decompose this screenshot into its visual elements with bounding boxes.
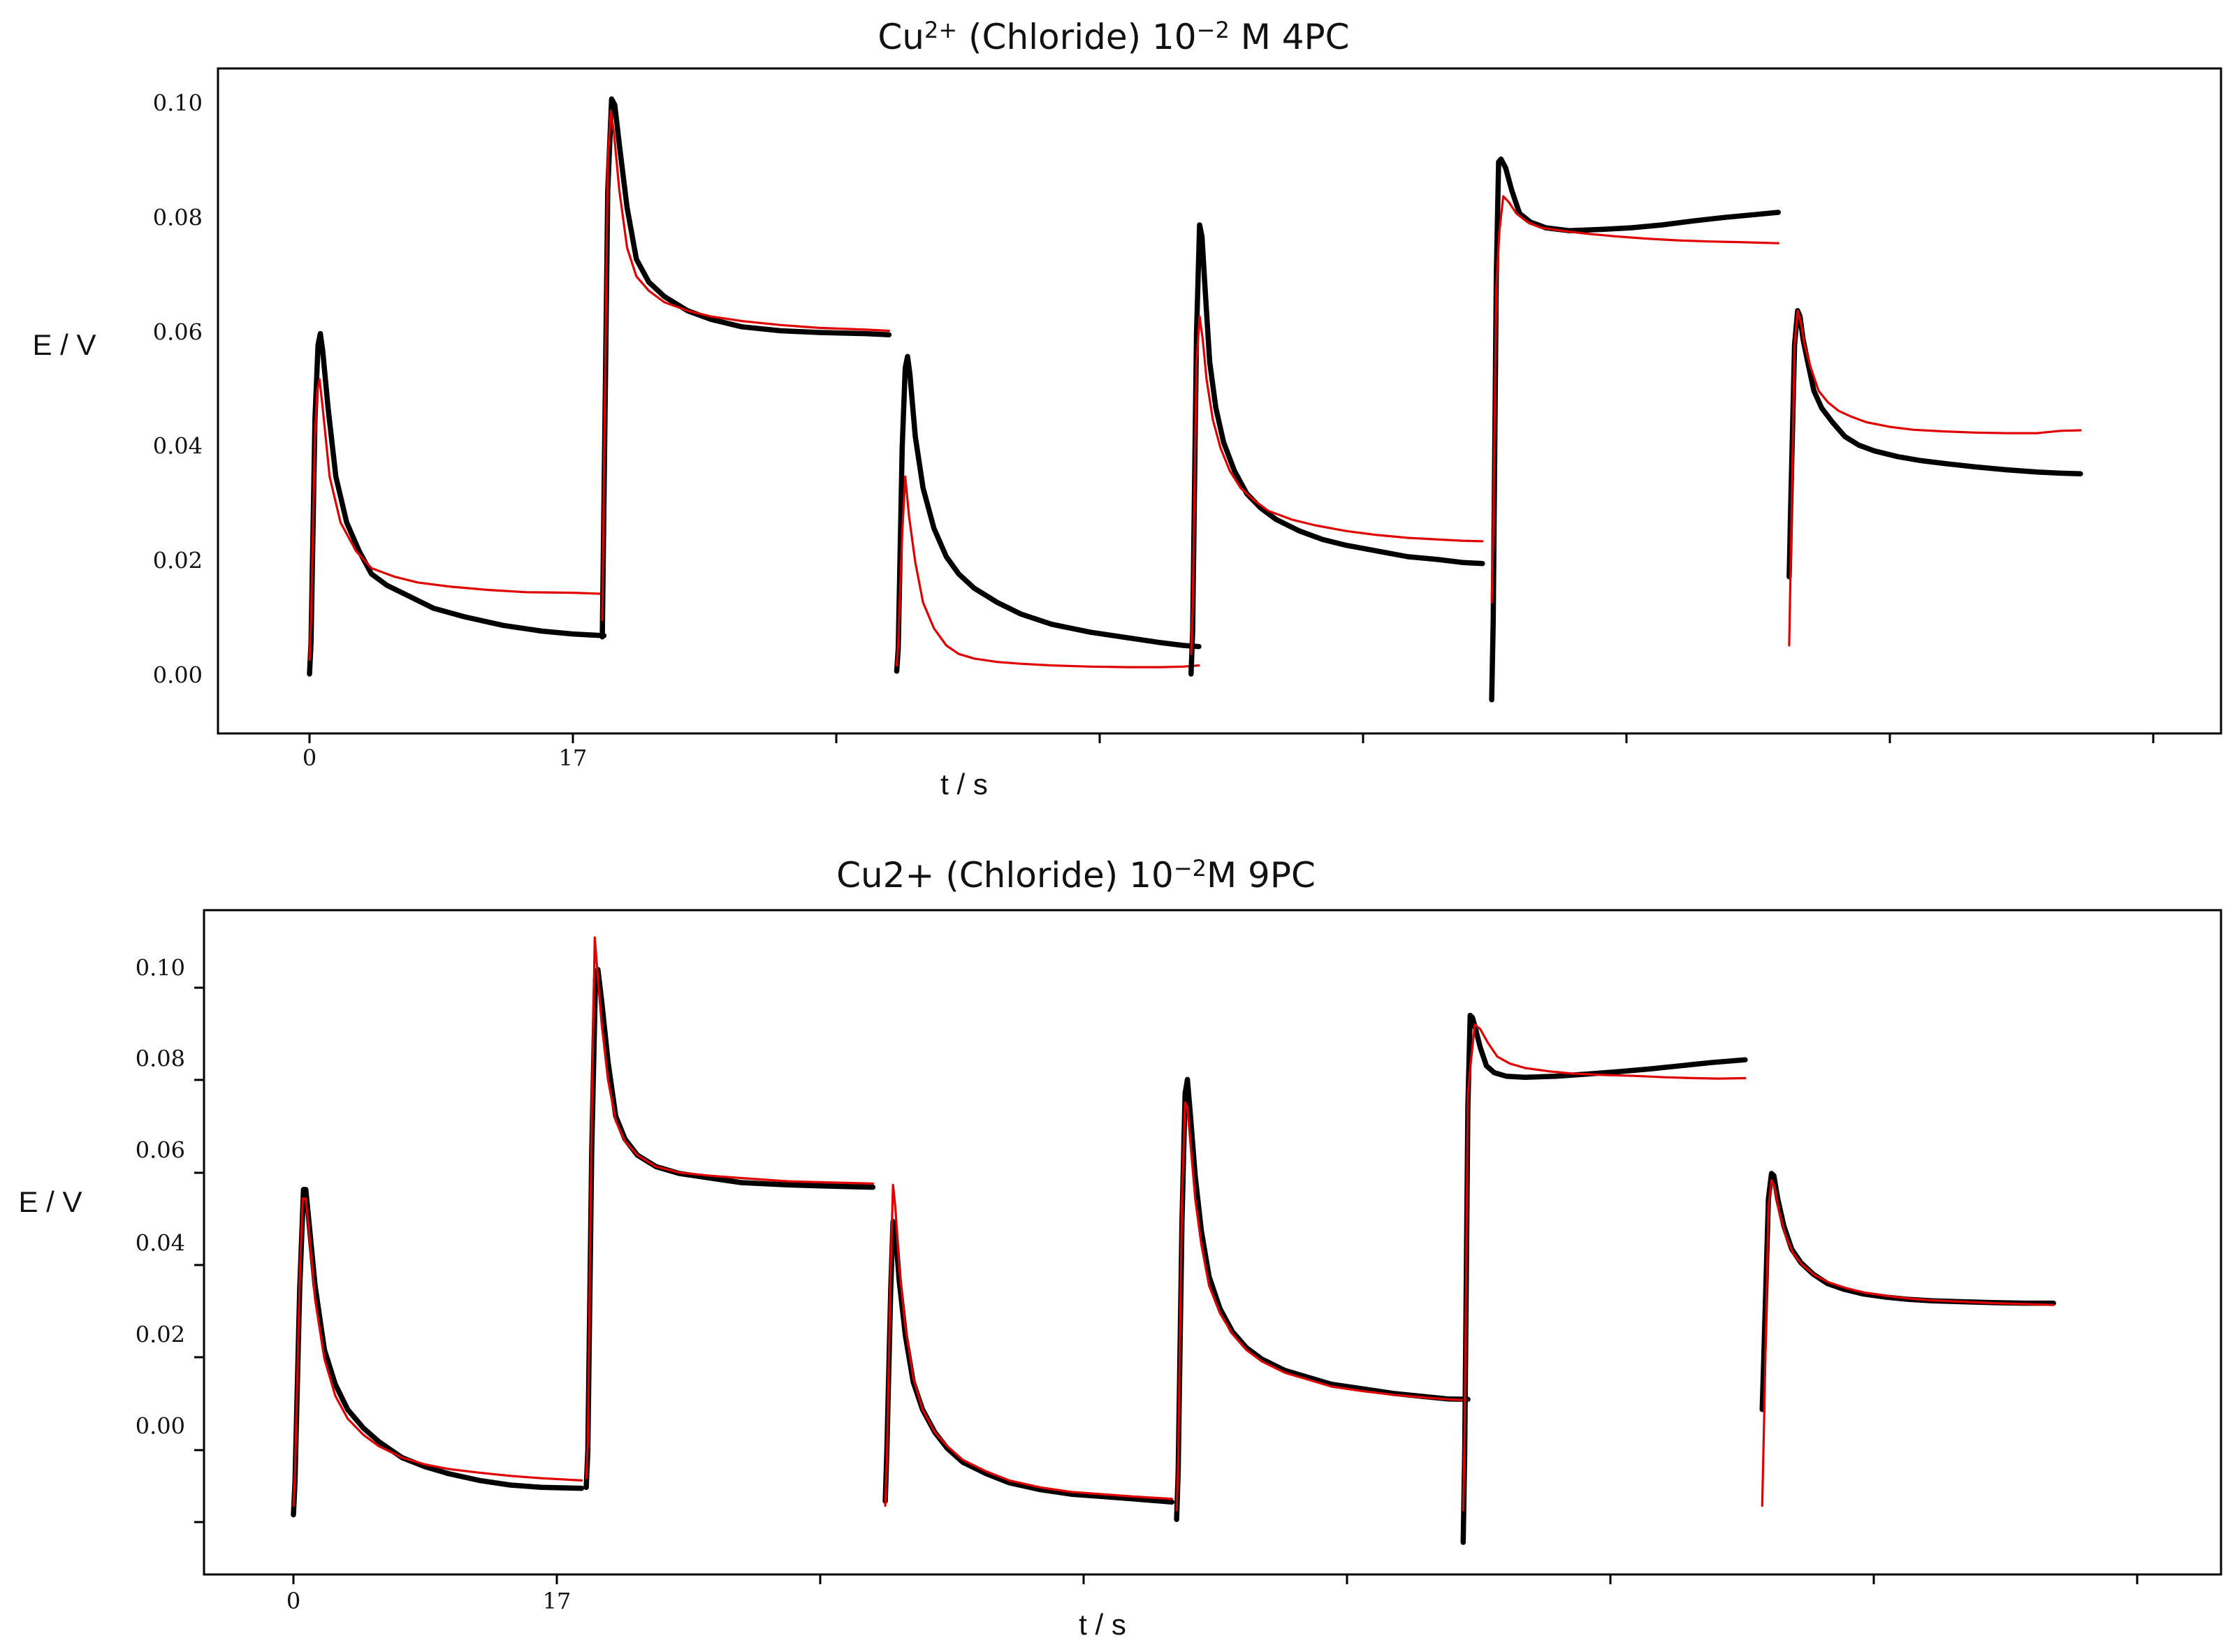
experimental-curve-segment-6 [1759, 1171, 2056, 1412]
experimental-curve-segment-5 [1460, 1012, 1748, 1545]
fit-curve-segment-4 [1175, 1101, 1469, 1512]
fit-curve-segment-3 [884, 1183, 1173, 1507]
y-axis-ticks: 0.00 0.02 0.04 0.06 0.08 0.10 [136, 955, 185, 1440]
y-axis-label: E / V [32, 328, 96, 361]
experimental-curve-segment-4 [1174, 1076, 1471, 1522]
y-tick-label: 0.06 [153, 319, 203, 346]
y-axis-label: E / V [18, 1185, 82, 1218]
experimental-curve-segment-4 [1188, 222, 1485, 677]
chart-title: Cu2+ (Chloride) 10−2M 9PC [836, 855, 1316, 896]
fit-curve-segment-2 [585, 936, 874, 1479]
plot-frame [203, 909, 2222, 1576]
y-tick-label: 0.08 [153, 205, 203, 231]
x-axis-label: t / s [1079, 1608, 1126, 1641]
y-tick-label: 0.06 [136, 1137, 185, 1164]
fit-curve-segment-5 [1462, 1023, 1747, 1512]
y-axis-ticks: 0.00 0.02 0.04 0.06 0.08 0.10 [153, 90, 203, 689]
y-axis-tick-marks [194, 986, 204, 1523]
chart-title: Cu2+ (Chloride) 10−2 M 4PC [878, 17, 1349, 57]
y-tick-label: 0.02 [153, 548, 203, 574]
fit-curve-segment-2 [601, 109, 890, 621]
y-tick-label: 0.02 [136, 1322, 185, 1348]
y-tick-label: 0.08 [136, 1046, 185, 1072]
y-tick-label: 0.04 [153, 433, 203, 460]
fit-curve-segment-1 [308, 378, 605, 661]
y-tick-label: 0.04 [136, 1230, 185, 1257]
experimental-curve-segment-3 [894, 353, 1202, 674]
experimental-curve-segment-5 [1489, 156, 1782, 703]
experimental-curve-segment-3 [882, 1219, 1175, 1505]
fit-curve-segment-4 [1190, 315, 1484, 655]
y-tick-label: 0.10 [153, 90, 203, 117]
x-tick-label: 0 [286, 1588, 300, 1614]
x-tick-label: 0 [303, 745, 316, 771]
chart-panel-4pc: Cu2+ (Chloride) 10−2 M 4PC 0.00 0.02 0.0… [32, 17, 2222, 801]
fit-curve-segment-5 [1490, 195, 1779, 604]
fit-curve-segment-1 [292, 1197, 583, 1507]
x-tick-label: 17 [559, 745, 588, 771]
fit-curve-segment-6 [1788, 309, 2082, 647]
y-tick-label: 0.00 [136, 1413, 185, 1440]
y-tick-label: 0.10 [136, 955, 185, 981]
x-axis-label: t / s [940, 768, 988, 801]
y-tick-label: 0.00 [153, 662, 203, 689]
fit-curve-segment-6 [1761, 1179, 2055, 1507]
x-axis-tick-marks [308, 733, 2155, 743]
experimental-curve-segment-2 [583, 967, 876, 1491]
experimental-curve-segment-1 [307, 330, 607, 677]
plot-frame [217, 67, 2222, 735]
x-axis-tick-marks [292, 1574, 2139, 1584]
experimental-curve-segment-1 [291, 1187, 585, 1518]
experimental-curve-segment-6 [1786, 308, 2083, 580]
x-tick-label: 17 [543, 1588, 571, 1614]
chart-panel-9pc: Cu2+ (Chloride) 10−2M 9PC 0.00 0.02 0.04… [18, 855, 2222, 1641]
series-layer [307, 96, 2083, 703]
fit-curve-segment-3 [895, 475, 1200, 668]
series-layer [291, 936, 2056, 1545]
experimental-curve-segment-2 [599, 96, 892, 640]
